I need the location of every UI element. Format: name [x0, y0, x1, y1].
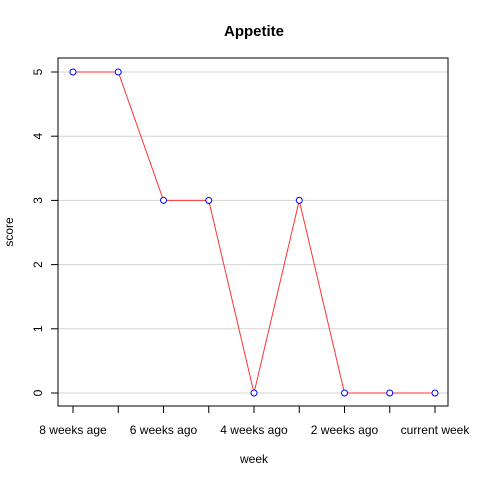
series-points — [69, 68, 439, 397]
chart-title: Appetite — [224, 23, 284, 40]
data-point — [205, 196, 213, 204]
data-point — [160, 196, 167, 204]
y-tick-label: 4 — [31, 133, 45, 140]
data-point — [431, 389, 439, 397]
data-point — [341, 389, 348, 397]
x-axis-label: week — [239, 452, 269, 466]
y-tick-label: 3 — [31, 197, 45, 204]
y-axis-label: score — [2, 217, 16, 247]
plot-frame — [57, 57, 449, 407]
x-tick-label: current week — [401, 423, 471, 437]
y-axis: 0 1 2 3 4 5 — [31, 68, 58, 396]
x-tick-label: 8 weeks age — [39, 423, 107, 437]
x-axis: 8 weeks age 6 weeks ago 4 weeks ago 2 weeks… — [39, 406, 470, 437]
y-tick-label: 1 — [31, 325, 45, 332]
x-tick-label: 4 weeks ago — [220, 423, 288, 437]
data-point — [386, 389, 394, 397]
x-tick-label: 6 weeks ago — [130, 423, 198, 437]
data-point — [250, 389, 258, 397]
y-tick-label: 5 — [31, 68, 45, 75]
grid-lines — [58, 71, 448, 394]
y-tick-label: 0 — [31, 389, 45, 396]
data-point — [295, 196, 303, 204]
data-point — [69, 68, 77, 76]
y-tick-label: 2 — [31, 261, 45, 268]
x-tick-label: 2 weeks ago — [311, 423, 379, 437]
data-point — [114, 68, 122, 76]
